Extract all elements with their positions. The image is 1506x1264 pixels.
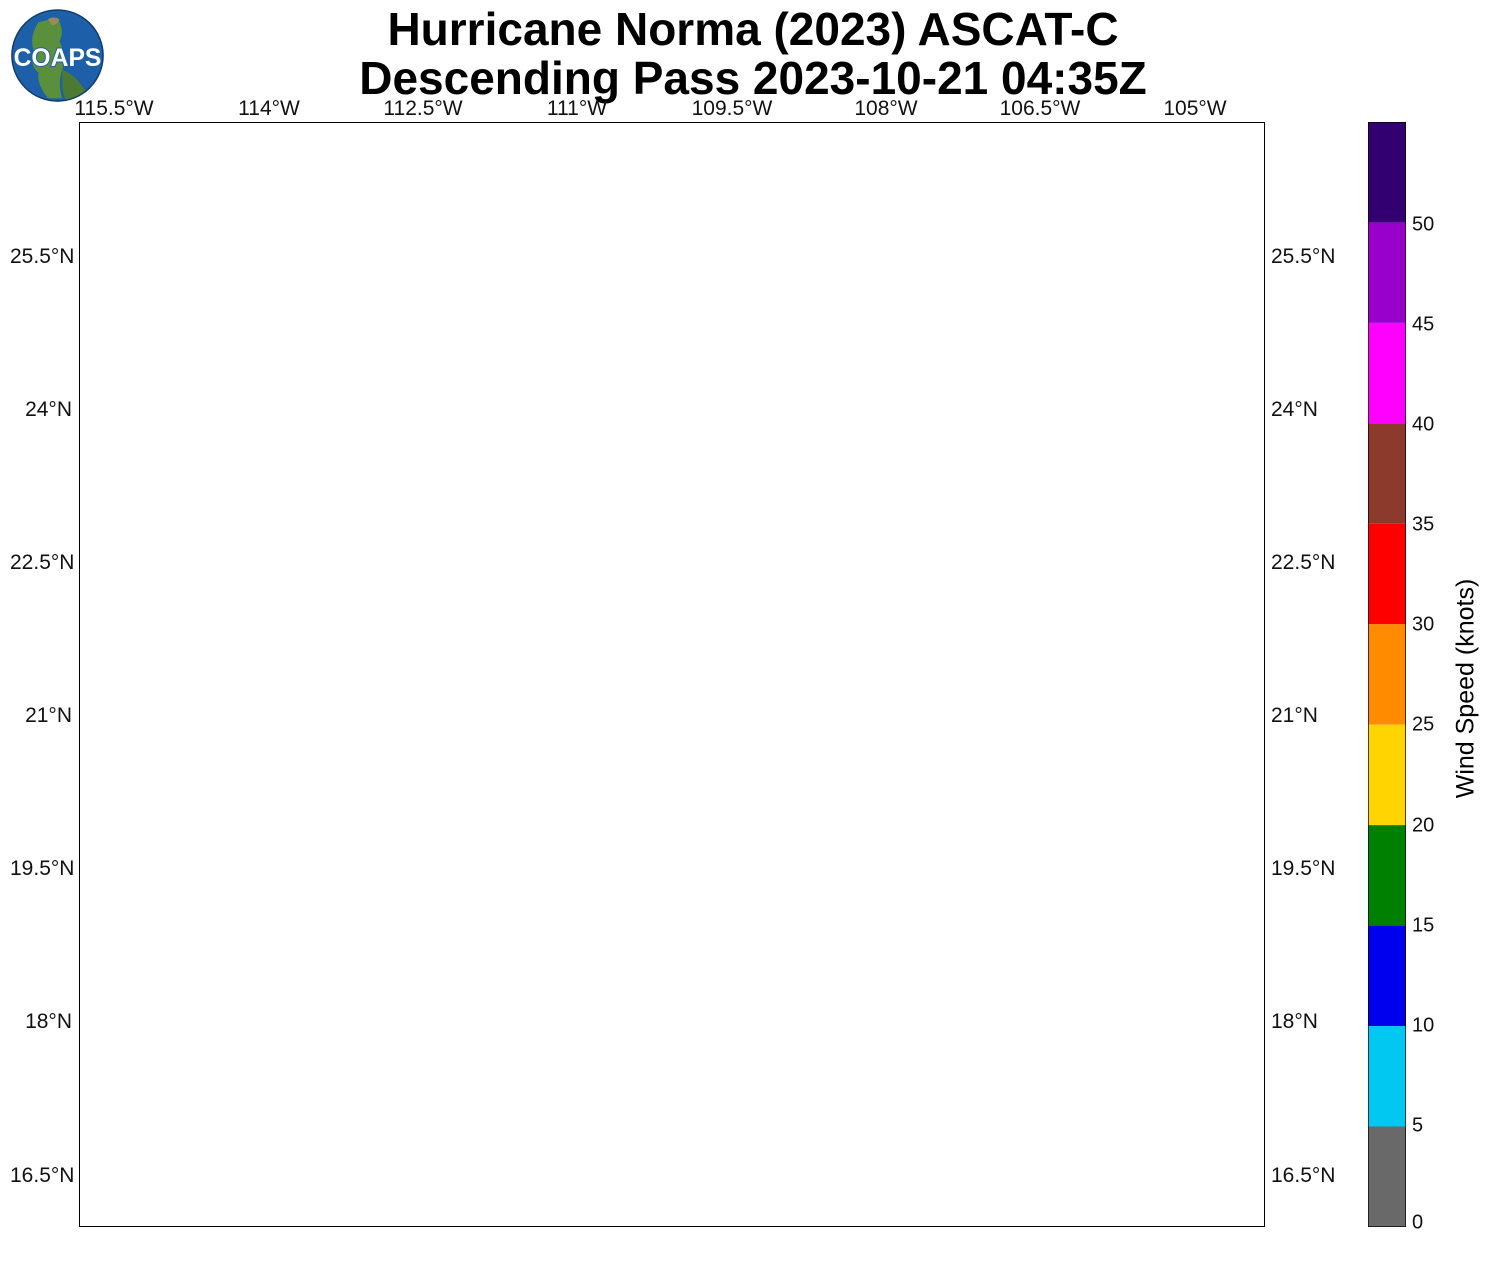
svg-text:COAPS: COAPS bbox=[14, 45, 102, 72]
